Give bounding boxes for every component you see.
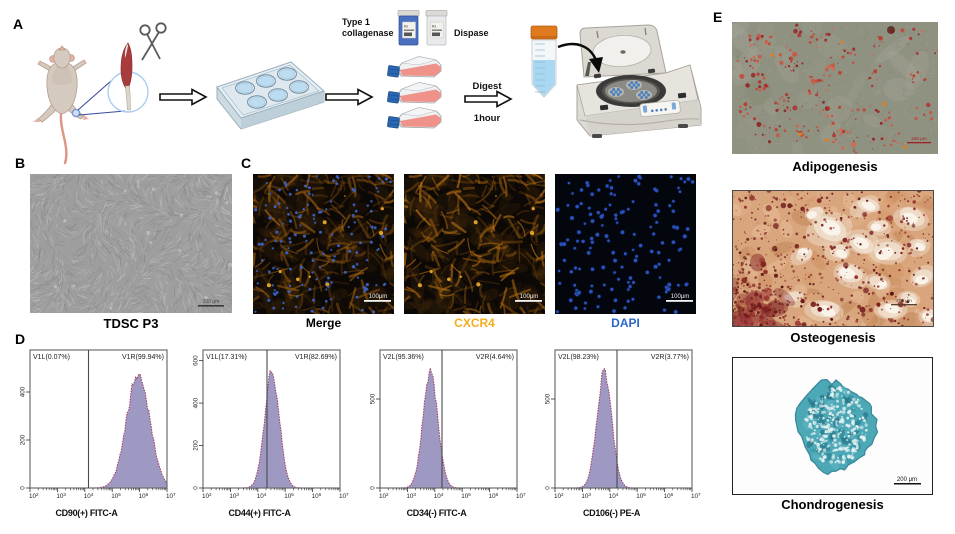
svg-text:105: 105 — [461, 492, 471, 500]
svg-text:CD44(+) FITC-A: CD44(+) FITC-A — [228, 508, 291, 518]
svg-text:0: 0 — [20, 486, 27, 490]
svg-text:104: 104 — [609, 492, 619, 500]
svg-text:CD34(-) FITC-A: CD34(-) FITC-A — [407, 508, 468, 518]
svg-text:1hour: 1hour — [474, 113, 501, 124]
svg-text:103: 103 — [56, 492, 66, 500]
svg-text:V2L(95.36%): V2L(95.36%) — [383, 354, 424, 361]
svg-text:107: 107 — [166, 492, 176, 500]
svg-text:V2R(4.64%): V2R(4.64%) — [476, 354, 514, 361]
svg-text:106: 106 — [139, 492, 149, 500]
svg-text:200 μm: 200 μm — [203, 299, 220, 305]
svg-text:200 μm: 200 μm — [896, 298, 912, 303]
svg-text:CD90(+) FITC-A: CD90(+) FITC-A — [55, 508, 118, 518]
svg-text:107: 107 — [339, 492, 349, 500]
svg-text:V1L(17.31%): V1L(17.31%) — [206, 354, 247, 361]
svg-text:0: 0 — [545, 486, 552, 490]
svg-text:Dispase: Dispase — [454, 28, 489, 38]
svg-text:V1R(99.94%): V1R(99.94%) — [122, 354, 164, 361]
svg-text:Type 1: Type 1 — [342, 17, 370, 27]
svg-text:Rx: Rx — [404, 25, 408, 29]
svg-text:V2L(98.23%): V2L(98.23%) — [558, 354, 599, 361]
svg-text:105: 105 — [636, 492, 646, 500]
svg-text:200: 200 — [20, 434, 27, 445]
svg-text:500: 500 — [370, 393, 377, 404]
svg-text:104: 104 — [257, 492, 267, 500]
svg-text:400: 400 — [20, 386, 27, 397]
svg-text:104: 104 — [434, 492, 444, 500]
svg-text:102: 102 — [379, 492, 389, 500]
svg-text:106: 106 — [312, 492, 322, 500]
svg-text:106: 106 — [664, 492, 674, 500]
svg-text:V1L(0.07%): V1L(0.07%) — [33, 354, 70, 361]
svg-text:0: 0 — [370, 486, 377, 490]
svg-text:Digest: Digest — [472, 81, 502, 92]
svg-text:103: 103 — [229, 492, 239, 500]
svg-text:200 μm: 200 μm — [911, 136, 927, 141]
svg-text:200 μm: 200 μm — [897, 477, 917, 483]
svg-text:100μm: 100μm — [671, 294, 689, 300]
svg-text:V2R(3.77%): V2R(3.77%) — [651, 354, 689, 361]
svg-text:400: 400 — [193, 397, 200, 408]
svg-text:105: 105 — [111, 492, 121, 500]
svg-text:103: 103 — [406, 492, 416, 500]
svg-text:100μm: 100μm — [369, 294, 387, 300]
svg-text:0: 0 — [193, 486, 200, 490]
svg-text:102: 102 — [554, 492, 564, 500]
svg-text:103: 103 — [581, 492, 591, 500]
svg-text:500: 500 — [545, 393, 552, 404]
svg-text:600: 600 — [193, 355, 200, 366]
svg-text:200: 200 — [193, 440, 200, 451]
svg-text:107: 107 — [516, 492, 526, 500]
svg-text:Rx: Rx — [432, 25, 436, 29]
svg-text:105: 105 — [284, 492, 294, 500]
svg-text:100μm: 100μm — [520, 294, 538, 300]
svg-text:102: 102 — [29, 492, 39, 500]
svg-text:V1R(82.69%): V1R(82.69%) — [295, 354, 337, 361]
svg-text:107: 107 — [691, 492, 701, 500]
svg-text:104: 104 — [84, 492, 94, 500]
svg-text:102: 102 — [202, 492, 212, 500]
svg-text:CD106(-) PE-A: CD106(-) PE-A — [583, 508, 641, 518]
svg-text:collagenase: collagenase — [342, 28, 394, 38]
svg-text:106: 106 — [489, 492, 499, 500]
